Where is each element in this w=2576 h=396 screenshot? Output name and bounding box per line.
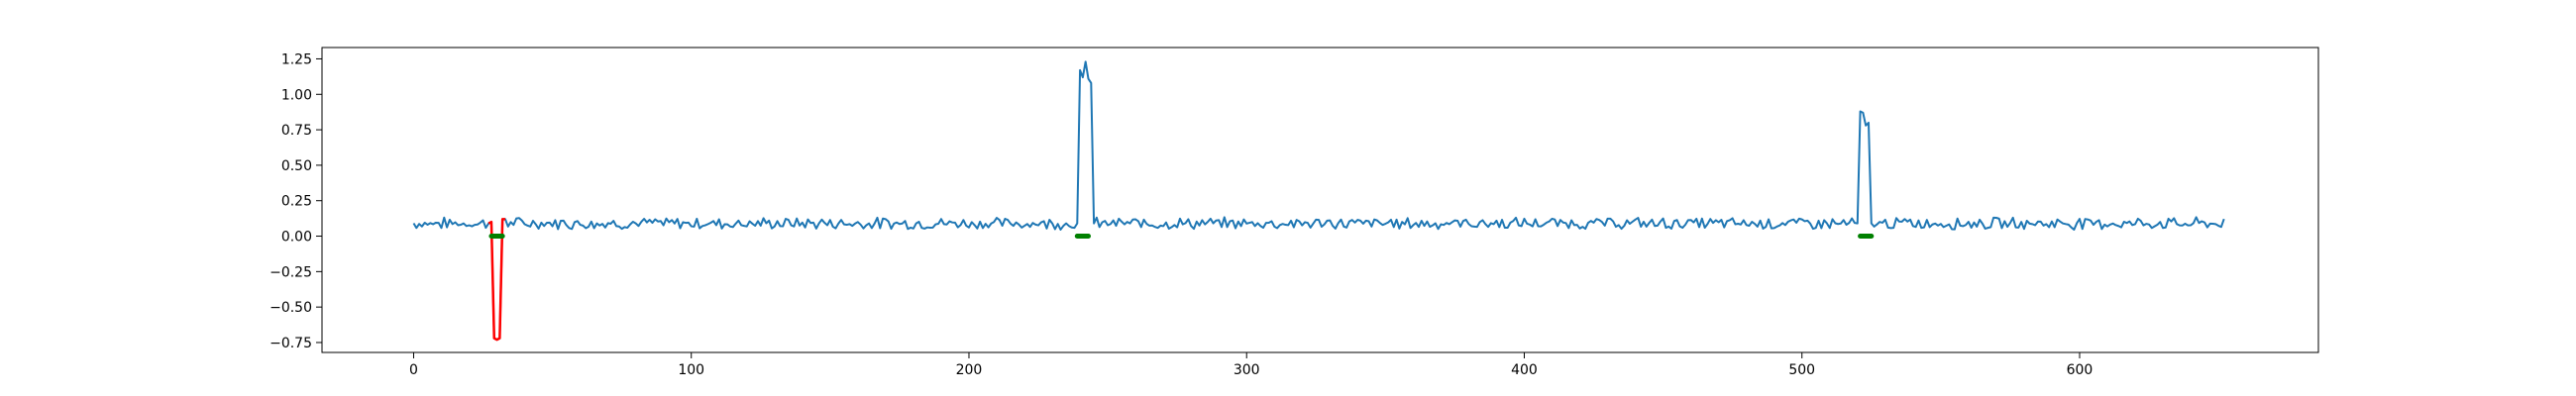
x-tick-label: 500 <box>1788 362 1815 378</box>
x-tick-label: 300 <box>1234 362 1260 378</box>
series-line-anomaly <box>487 218 505 342</box>
y-axis: 1.25 1.00 0.75 0.50 0.25 0.00 −0.25 −0.50 −0.75 <box>269 51 322 351</box>
x-tick-label: 0 <box>409 362 418 378</box>
x-tick-label: 400 <box>1511 362 1538 378</box>
y-tick-label: 0.25 <box>281 194 312 210</box>
x-tick-label: 200 <box>956 362 983 378</box>
series-line-signal <box>412 60 2225 342</box>
series-layer <box>412 60 2225 342</box>
y-tick-label: −0.50 <box>269 300 312 316</box>
x-tick-label: 100 <box>678 362 704 378</box>
x-tick-label: 600 <box>2067 362 2093 378</box>
y-tick-label: 0.00 <box>281 230 312 246</box>
plot-frame <box>321 47 2319 353</box>
x-axis: 0 100 200 300 400 500 600 <box>409 352 2093 378</box>
y-tick-label: 0.75 <box>281 123 312 139</box>
y-tick-label: 1.25 <box>281 51 312 67</box>
y-tick-label: −0.75 <box>269 336 312 351</box>
y-tick-label: 0.50 <box>281 158 312 174</box>
y-tick-label: 1.00 <box>281 87 312 103</box>
y-tick-label: −0.25 <box>269 264 312 280</box>
